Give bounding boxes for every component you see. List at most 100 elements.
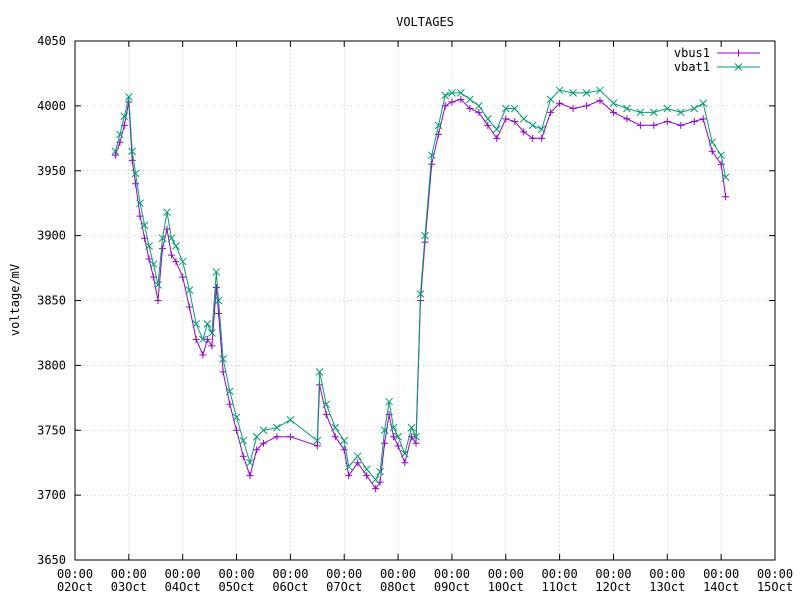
x-tick-label-time: 00:00 (218, 567, 254, 581)
vbat1-point (466, 95, 474, 104)
vbat1-point (457, 89, 465, 97)
vbat1-point (208, 329, 216, 337)
vbat1-point (340, 436, 349, 445)
vbat1-point (145, 242, 153, 250)
x-tick-label-day: 09Oct (434, 580, 470, 594)
vbus1-point (466, 104, 474, 112)
vbus1-point (636, 121, 644, 129)
vbat1-point (636, 108, 645, 117)
vbus1-point (390, 433, 398, 441)
vbat1-point (380, 426, 389, 435)
vbat1-point (537, 125, 546, 134)
vbat1-point (167, 234, 176, 243)
x-tick-label-day: 02Oct (57, 580, 93, 594)
x-tick-label-time: 00:00 (757, 567, 793, 581)
vbat1-point (322, 400, 331, 409)
vbat1-point (178, 257, 187, 266)
vbat1-point (128, 147, 137, 156)
x-tick-label-day: 05Oct (218, 580, 254, 594)
vbus1-point (215, 309, 223, 317)
vbat1-point (111, 147, 120, 156)
vbus1-point (609, 108, 617, 116)
vbus1-point (475, 108, 483, 116)
vbat1-point (649, 108, 658, 117)
vbat1-point (313, 436, 322, 445)
vbus1-point (511, 117, 519, 125)
vbus1-point (154, 297, 162, 304)
vbat1-point (371, 475, 380, 484)
vbat1-point (199, 335, 207, 344)
x-tick-label-day: 03Oct (111, 580, 147, 594)
vbus1-point (722, 193, 730, 201)
legend-label-vbus1: vbus1 (674, 46, 710, 60)
vbat1-point (412, 432, 420, 441)
vbus1-point (172, 258, 180, 266)
vbat1-point (717, 151, 726, 160)
vbus1-point (493, 134, 501, 142)
vbus1-point (569, 104, 577, 112)
vbus1-point (363, 472, 371, 480)
vbat1-point (331, 423, 340, 432)
grid (75, 41, 775, 560)
vbat1-point (315, 368, 324, 376)
x-tick-label-time: 00:00 (595, 567, 631, 581)
vbus1-point (538, 134, 546, 142)
vbus1-point (556, 99, 564, 107)
vbus1-point (273, 433, 281, 441)
vbus1-point (457, 95, 465, 103)
vbat1-point (389, 423, 398, 432)
vbus1-point (239, 452, 247, 460)
vbus1-point (167, 251, 175, 259)
vbus1-point (246, 472, 254, 480)
vbus1-point (623, 115, 631, 123)
vbus1-point (677, 121, 685, 129)
vbus1-point (448, 98, 456, 106)
vbat1-point (273, 423, 281, 432)
vbat1-point (344, 462, 353, 471)
vbus1-point (345, 472, 353, 480)
x-tick-label-day: 08Oct (380, 580, 416, 594)
x-tick-label-time: 00:00 (57, 567, 93, 581)
y-tick-label: 3800 (37, 358, 66, 372)
vbat1-point (569, 89, 577, 97)
vbus1-point (163, 225, 171, 233)
vbat1-point (259, 426, 268, 435)
vbus1-point (372, 485, 380, 493)
y-tick-label: 3700 (37, 488, 66, 502)
vbus1-point (412, 439, 420, 447)
vbus1-point (185, 303, 193, 311)
x-tick-label-day: 14Oct (703, 580, 739, 594)
series-vbat1 (111, 86, 730, 484)
vbus1-point (203, 335, 211, 343)
vbat1-point (690, 104, 699, 113)
vbus1-point (233, 426, 241, 434)
vbat1-point (609, 99, 618, 108)
x-tick-label-day: 06Oct (272, 580, 308, 594)
vbat1-point (441, 91, 450, 100)
vbat1-point (286, 416, 295, 424)
vbat1-point (385, 397, 393, 406)
legend-label-vbat1: vbat1 (674, 60, 710, 74)
vbus1-point (401, 459, 409, 467)
vbat1-point (582, 89, 591, 97)
y-axis-label: voltage/mV (8, 264, 22, 336)
vbus1-point (650, 121, 658, 129)
x-tick-label-time: 00:00 (434, 567, 470, 581)
vbus1-point (340, 446, 348, 454)
x-tick-label-time: 00:00 (165, 567, 201, 581)
vbus1-point (128, 156, 136, 164)
vbat1-point (434, 121, 443, 130)
vbus1-point (192, 335, 200, 343)
vbat1-point (158, 234, 167, 243)
legend-marker-vbat1 (734, 63, 743, 71)
vbus1-point (428, 160, 436, 168)
vbus1-point (381, 439, 389, 447)
x-tick-label-time: 00:00 (326, 567, 362, 581)
vbus1-point (132, 180, 140, 188)
vbat1-point (185, 286, 194, 294)
y-tick-label: 3950 (37, 164, 66, 178)
vbat1-point (663, 104, 672, 113)
vbus1-point (145, 255, 153, 263)
vbus1-point (596, 97, 604, 105)
